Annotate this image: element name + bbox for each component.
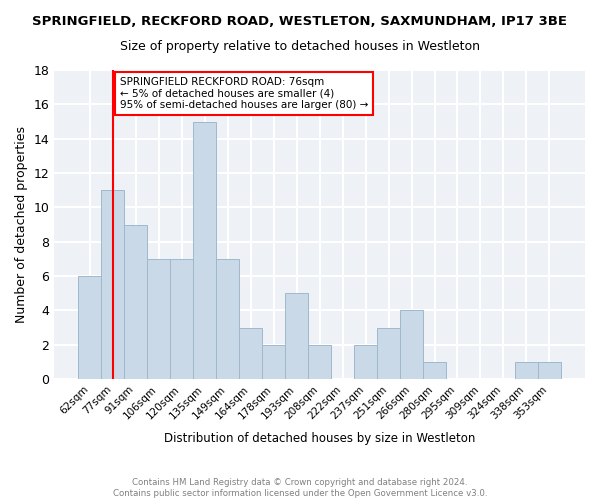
Bar (515, 362, 538, 379)
Y-axis label: Number of detached properties: Number of detached properties (15, 126, 28, 323)
Text: Contains HM Land Registry data © Crown copyright and database right 2024.
Contai: Contains HM Land Registry data © Crown c… (113, 478, 487, 498)
Text: Size of property relative to detached houses in Westleton: Size of property relative to detached ho… (120, 40, 480, 53)
Bar (148, 259, 170, 379)
Bar (170, 259, 193, 379)
Text: SPRINGFIELD RECKFORD ROAD: 76sqm
← 5% of detached houses are smaller (4)
95% of : SPRINGFIELD RECKFORD ROAD: 76sqm ← 5% of… (120, 77, 368, 110)
Bar (79, 276, 101, 379)
Bar (285, 294, 308, 379)
Bar (354, 345, 377, 379)
Bar (193, 122, 216, 379)
Bar (101, 190, 124, 379)
Bar (262, 345, 285, 379)
Bar (423, 362, 446, 379)
X-axis label: Distribution of detached houses by size in Westleton: Distribution of detached houses by size … (164, 432, 475, 445)
Text: SPRINGFIELD, RECKFORD ROAD, WESTLETON, SAXMUNDHAM, IP17 3BE: SPRINGFIELD, RECKFORD ROAD, WESTLETON, S… (32, 15, 568, 28)
Bar (124, 224, 148, 379)
Bar (400, 310, 423, 379)
Bar (538, 362, 561, 379)
Bar (216, 259, 239, 379)
Bar (308, 345, 331, 379)
Bar (239, 328, 262, 379)
Bar (377, 328, 400, 379)
